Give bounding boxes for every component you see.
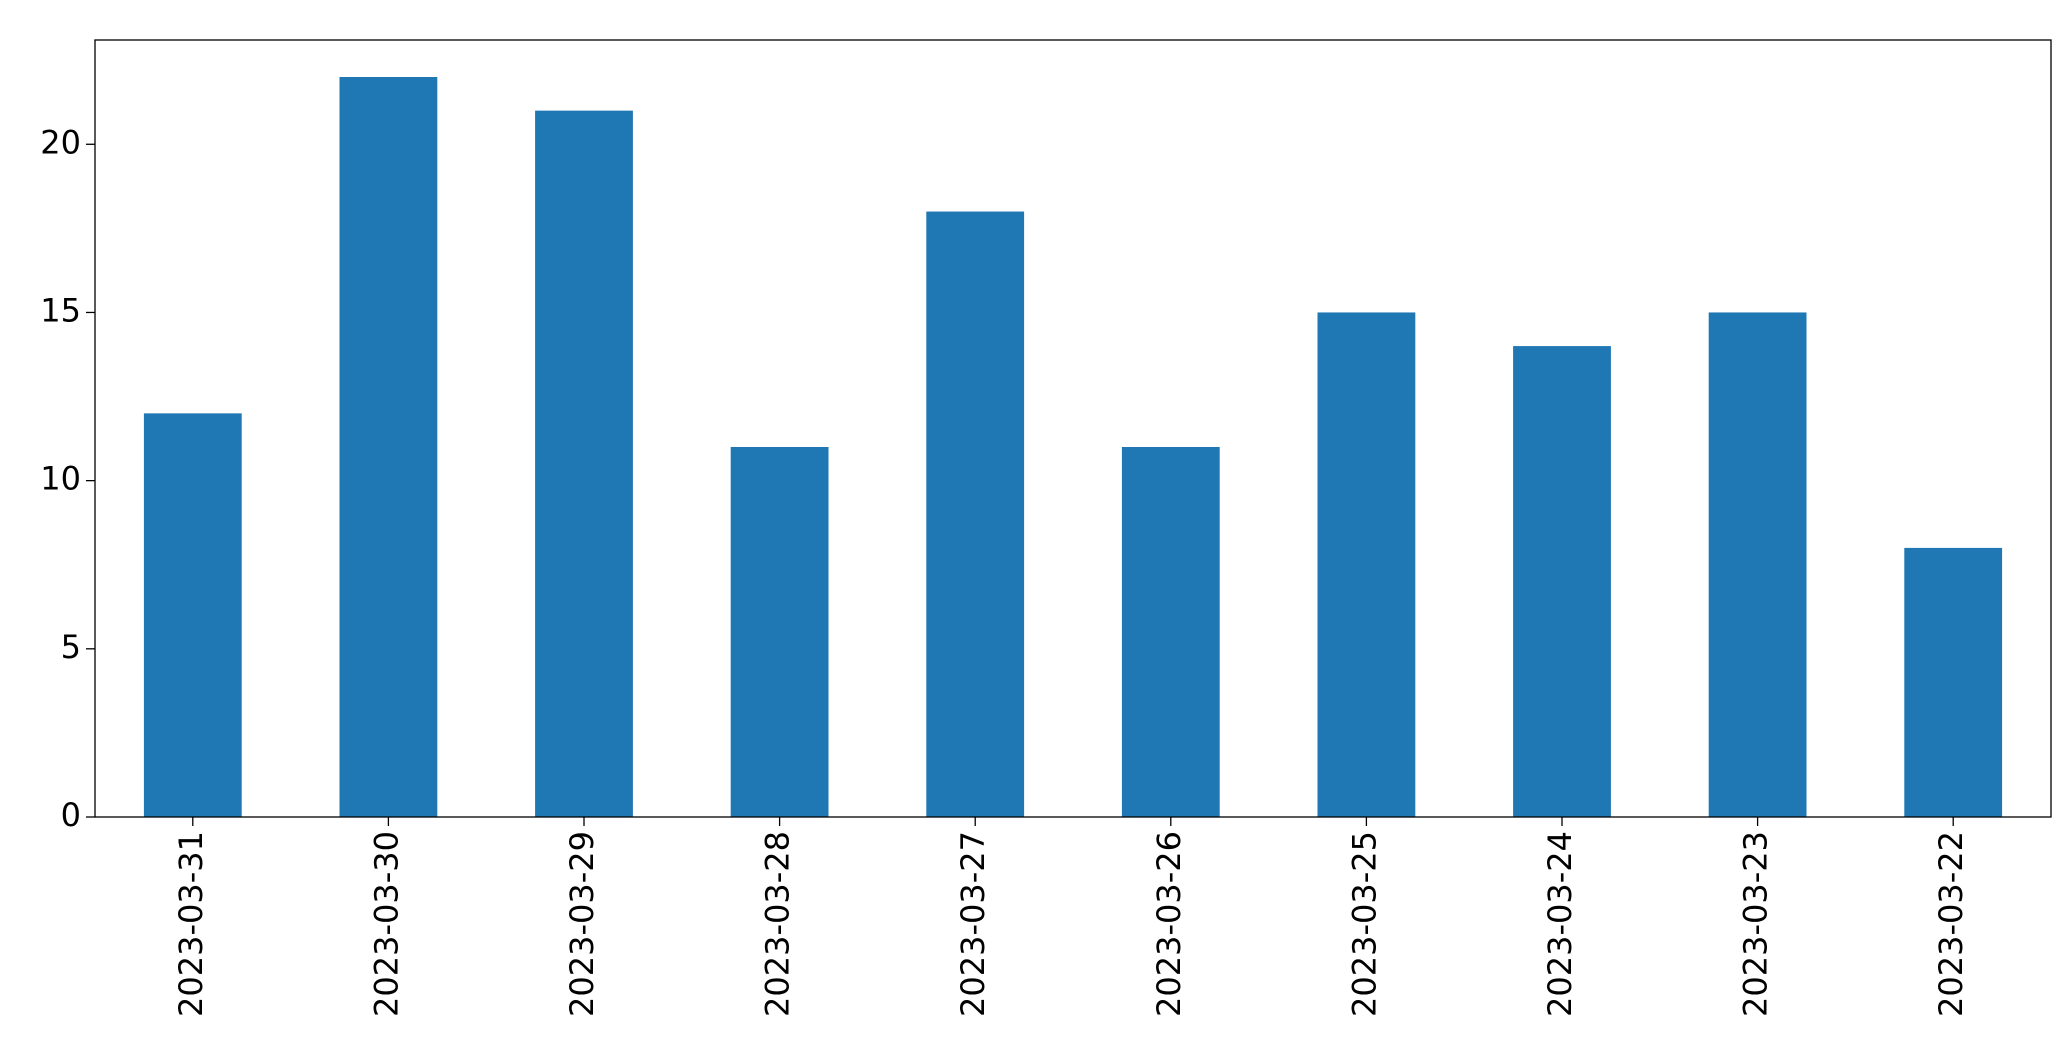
- x-tick-label: 2023-03-28: [759, 831, 797, 1017]
- x-tick-label: 2023-03-27: [954, 831, 992, 1017]
- x-tick-label: 2023-03-23: [1737, 831, 1775, 1017]
- x-tick-label: 2023-03-26: [1150, 831, 1188, 1017]
- bar: [1513, 346, 1611, 817]
- plot-frame: [94, 39, 2052, 818]
- x-tick-label: 2023-03-29: [563, 831, 601, 1017]
- bar: [1121, 447, 1220, 817]
- bar: [1708, 312, 1807, 817]
- y-tick-label: 5: [61, 628, 81, 666]
- x-tick-label: 2023-03-30: [367, 831, 405, 1017]
- y-tick-label: 20: [40, 123, 81, 161]
- x-tick-label: 2023-03-25: [1345, 831, 1383, 1017]
- y-tick-label: 15: [40, 291, 81, 329]
- x-tick-label: 2023-03-24: [1541, 831, 1579, 1017]
- bar: [1904, 547, 2003, 817]
- bar: [535, 110, 633, 818]
- y-tick-label: 0: [61, 796, 81, 834]
- bar: [143, 413, 242, 817]
- x-tick-label: 2023-03-22: [1932, 831, 1970, 1017]
- y-tick-label: 10: [40, 460, 81, 498]
- x-tick-label: 2023-03-31: [172, 831, 210, 1017]
- bar: [926, 211, 1025, 817]
- bar: [1317, 312, 1416, 817]
- bar: [339, 77, 438, 817]
- bar: [730, 447, 829, 817]
